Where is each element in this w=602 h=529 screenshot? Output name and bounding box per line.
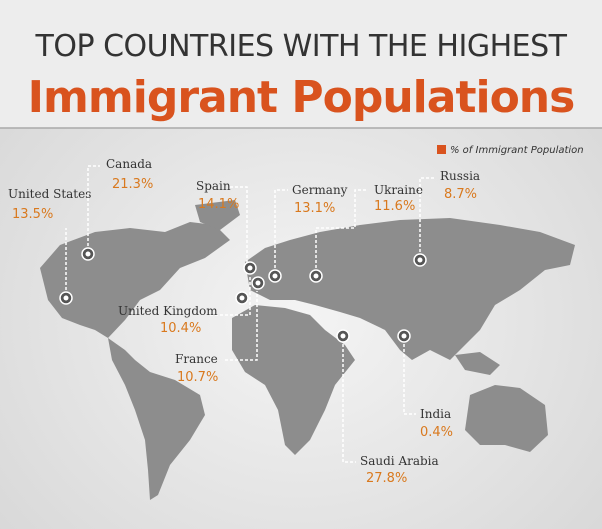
country-name: Canada bbox=[106, 157, 152, 171]
leader-line bbox=[274, 189, 288, 268]
country-value: 27.8% bbox=[366, 471, 407, 486]
pin-dot bbox=[401, 333, 407, 339]
pin-dot bbox=[417, 257, 423, 263]
header-band bbox=[0, 0, 602, 128]
pin-dot bbox=[272, 273, 278, 279]
pins: United States 13.5% Canada 21.3% Spain 14.1% G… bbox=[8, 157, 480, 486]
country-name: Ukraine bbox=[374, 183, 423, 197]
country-name: United States bbox=[8, 187, 91, 201]
country-value: 10.4% bbox=[160, 321, 201, 336]
country-value: 21.3% bbox=[112, 177, 153, 192]
country-value: 0.4% bbox=[420, 425, 453, 440]
legend-swatch bbox=[437, 145, 446, 154]
eurasia bbox=[245, 218, 575, 360]
country-value: 13.5% bbox=[12, 207, 53, 222]
country-value: 10.7% bbox=[177, 370, 218, 385]
leader-line bbox=[230, 186, 248, 265]
country-value: 13.1% bbox=[294, 201, 335, 216]
leader-line bbox=[225, 291, 258, 361]
country-name: Russia bbox=[440, 169, 480, 183]
leader-line bbox=[87, 165, 100, 246]
australia bbox=[465, 385, 548, 452]
country-name: India bbox=[420, 407, 451, 421]
leader-line bbox=[315, 189, 368, 268]
greenland bbox=[195, 200, 240, 230]
country-name: Saudi Arabia bbox=[360, 454, 439, 468]
leader-line bbox=[403, 344, 416, 415]
pin-dot bbox=[255, 280, 261, 286]
pin-dot bbox=[63, 295, 69, 301]
country-value: 11.6% bbox=[374, 199, 415, 214]
leader-line bbox=[210, 276, 251, 316]
leader-line bbox=[342, 344, 356, 463]
country-name: Germany bbox=[292, 183, 348, 197]
africa bbox=[232, 305, 355, 455]
indonesia bbox=[455, 352, 500, 375]
south-america bbox=[108, 338, 205, 500]
pin-dot bbox=[85, 251, 91, 257]
country-value: 8.7% bbox=[444, 187, 477, 202]
legend-label: % of Immigrant Population bbox=[450, 145, 584, 156]
country-name: France bbox=[175, 352, 218, 366]
world-map bbox=[40, 200, 575, 500]
pin-dot bbox=[239, 295, 245, 301]
country-value: 14.1% bbox=[198, 197, 239, 212]
pin-dot bbox=[313, 273, 319, 279]
country-name: United Kingdom bbox=[118, 304, 218, 318]
pin-dot bbox=[247, 265, 253, 271]
country-name: Spain bbox=[196, 179, 231, 193]
title-line2: Immigrant Populations bbox=[28, 72, 575, 123]
pin-dot bbox=[340, 333, 346, 339]
title-line1: TOP COUNTRIES WITH THE HIGHEST bbox=[35, 29, 568, 64]
